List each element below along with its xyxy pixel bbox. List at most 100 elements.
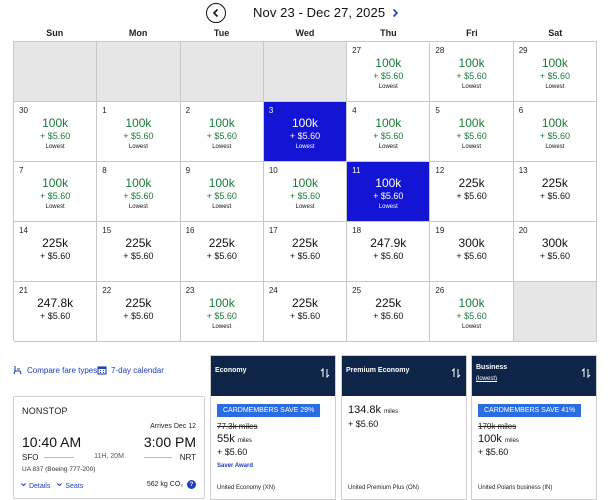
lowest-label: Lowest: [45, 204, 65, 210]
day-number: 27: [352, 46, 362, 55]
seven-day-calendar-label: 7-day calendar: [111, 365, 164, 375]
calendar-day-cell[interactable]: 17 225k + $5.60: [263, 222, 348, 282]
next-range-button[interactable]: [389, 7, 401, 19]
info-icon[interactable]: ?: [187, 480, 196, 489]
day-miles-price: 225k: [291, 296, 318, 310]
calendar-day-cell[interactable]: 29 100k + $5.60 Lowest: [513, 42, 597, 102]
day-cash-fee: + $5.60: [373, 191, 404, 201]
calendar-day-cell[interactable]: 14 225k + $5.60: [14, 222, 98, 282]
calendar-day-cell[interactable]: 11 100k + $5.60 Lowest: [347, 162, 431, 222]
lowest-label: Lowest: [462, 324, 482, 330]
day-cash-fee: + $5.60: [373, 131, 404, 141]
day-cash-fee: + $5.60: [40, 251, 71, 261]
cardmember-savings-badge: CARDMEMBERS SAVE 41%: [478, 404, 582, 417]
day-cash-fee: + $5.60: [539, 71, 570, 81]
day-number: 30: [19, 106, 28, 115]
calendar-day-cell[interactable]: 12 225k + $5.60: [430, 162, 514, 222]
lowest-label: Lowest: [378, 204, 398, 210]
lowest-label: Lowest: [212, 144, 232, 150]
lowest-label: Lowest: [45, 144, 65, 150]
calendar-day-cell[interactable]: 15 225k + $5.60: [97, 222, 181, 282]
details-link[interactable]: Details: [20, 481, 50, 490]
compare-fare-types-link[interactable]: Compare fare types: [13, 365, 97, 375]
fare-column-economy[interactable]: Economy CARDMEMBERS SAVE 29% 77.3k miles…: [210, 355, 336, 500]
fare-column-business[interactable]: Business (lowest) CARDMEMBERS SAVE 41% 1…: [471, 355, 597, 500]
chevron-left-icon: [212, 8, 219, 18]
lowest-label: Lowest: [462, 84, 482, 90]
calendar-day-cell[interactable]: 24 225k + $5.60: [263, 282, 348, 342]
fare-header-economy[interactable]: Economy: [211, 356, 335, 396]
weekday-label: Tue: [213, 28, 230, 38]
day-miles-price: 100k: [375, 56, 402, 70]
fare-fee: + $5.60: [478, 447, 509, 457]
fare-column-premium-economy[interactable]: Premium Economy 134.8k miles + $5.60 Uni…: [341, 355, 467, 500]
day-cash-fee: + $5.60: [456, 191, 487, 201]
day-number: 12: [435, 166, 445, 175]
fare-miles-unit: miles: [504, 438, 519, 444]
calendar-day-cell[interactable]: 8 100k + $5.60 Lowest: [97, 162, 181, 222]
day-miles-price: 225k: [375, 296, 402, 310]
calendar-day-cell[interactable]: 4 100k + $5.60 Lowest: [347, 102, 431, 162]
seven-day-calendar-link[interactable]: 7-day calendar: [97, 365, 164, 375]
day-number: 13: [518, 166, 528, 175]
day-cash-fee: + $5.60: [40, 311, 71, 321]
day-miles-price: 100k: [208, 296, 235, 310]
calendar-day-cell[interactable]: 9 100k + $5.60 Lowest: [180, 162, 264, 222]
day-cash-fee: + $5.60: [123, 311, 154, 321]
day-number: 25: [352, 286, 362, 295]
fare-header-premium-economy[interactable]: Premium Economy: [342, 356, 466, 396]
day-number: 17: [268, 226, 278, 235]
calendar-day-cell[interactable]: 13 225k + $5.60: [513, 162, 597, 222]
day-miles-price: 225k: [458, 176, 485, 190]
flight-links: Details Seats: [20, 481, 83, 490]
fare-miles-unit: miles: [384, 409, 399, 415]
calendar-day-cell[interactable]: 10 100k + $5.60 Lowest: [263, 162, 348, 222]
day-number: 14: [19, 226, 28, 235]
calendar-day-cell[interactable]: 18 247.9k + $5.60: [347, 222, 431, 282]
calendar-day-cell[interactable]: 1 100k + $5.60 Lowest: [97, 102, 181, 162]
calendar-day-cell[interactable]: 3 100k + $5.60 Lowest: [263, 102, 348, 162]
day-miles-price: 300k: [458, 236, 485, 250]
fare-miles: 134.8k miles: [348, 404, 398, 416]
day-miles-price: 100k: [541, 116, 568, 130]
calendar-day-cell[interactable]: 20 300k + $5.60: [513, 222, 597, 282]
previous-range-button[interactable]: [206, 3, 226, 23]
calendar-day-cell[interactable]: 30 100k + $5.60 Lowest: [14, 102, 98, 162]
calendar-day-cell[interactable]: 22 225k + $5.60: [97, 282, 181, 342]
calendar-day-cell[interactable]: 19 300k + $5.60: [430, 222, 514, 282]
day-cash-fee: + $5.60: [456, 251, 487, 261]
day-number: 3: [268, 106, 274, 115]
day-cash-fee: + $5.60: [206, 311, 237, 321]
fare-lowest-note: (lowest): [476, 376, 498, 382]
day-number: 19: [435, 226, 445, 235]
day-miles-price: 225k: [541, 176, 568, 190]
calendar-day-cell[interactable]: 21 247.8k + $5.60: [14, 282, 98, 342]
calendar-icon: [97, 366, 107, 375]
calendar-day-cell[interactable]: 26 100k + $5.60 Lowest: [430, 282, 514, 342]
arrival-time: 3:00 PM: [143, 434, 196, 450]
calendar-day-cell[interactable]: 7 100k + $5.60 Lowest: [14, 162, 98, 222]
calendar-day-cell[interactable]: 28 100k + $5.60 Lowest: [430, 42, 514, 102]
fare-header-business[interactable]: Business (lowest): [472, 356, 596, 396]
cardmember-savings-badge: CARDMEMBERS SAVE 29%: [217, 404, 321, 417]
destination-airport: NRT: [179, 453, 196, 462]
saver-award-label: Saver Award: [217, 463, 254, 469]
lowest-label: Lowest: [128, 204, 148, 210]
calendar-day-cell[interactable]: 2 100k + $5.60 Lowest: [180, 102, 264, 162]
day-number: 15: [102, 226, 112, 235]
calendar-day-cell[interactable]: 6 100k + $5.60 Lowest: [513, 102, 597, 162]
fare-name: Premium Economy: [346, 367, 410, 374]
day-miles-price: 100k: [125, 116, 152, 130]
calendar-day-cell[interactable]: 5 100k + $5.60 Lowest: [430, 102, 514, 162]
calendar-day-cell[interactable]: 23 100k + $5.60 Lowest: [180, 282, 264, 342]
day-miles-price: 100k: [208, 176, 235, 190]
lowest-label: Lowest: [545, 144, 565, 150]
day-number: 1: [102, 106, 107, 115]
sort-icon: [451, 368, 461, 378]
calendar-day-cell[interactable]: 25 225k + $5.60: [347, 282, 431, 342]
calendar-day-cell[interactable]: 16 225k + $5.60: [180, 222, 264, 282]
calendar-day-cell[interactable]: 27 100k + $5.60 Lowest: [347, 42, 431, 102]
compare-fare-types-label: Compare fare types: [27, 365, 98, 375]
seats-link[interactable]: Seats: [56, 481, 83, 490]
day-miles-price: 100k: [458, 56, 485, 70]
